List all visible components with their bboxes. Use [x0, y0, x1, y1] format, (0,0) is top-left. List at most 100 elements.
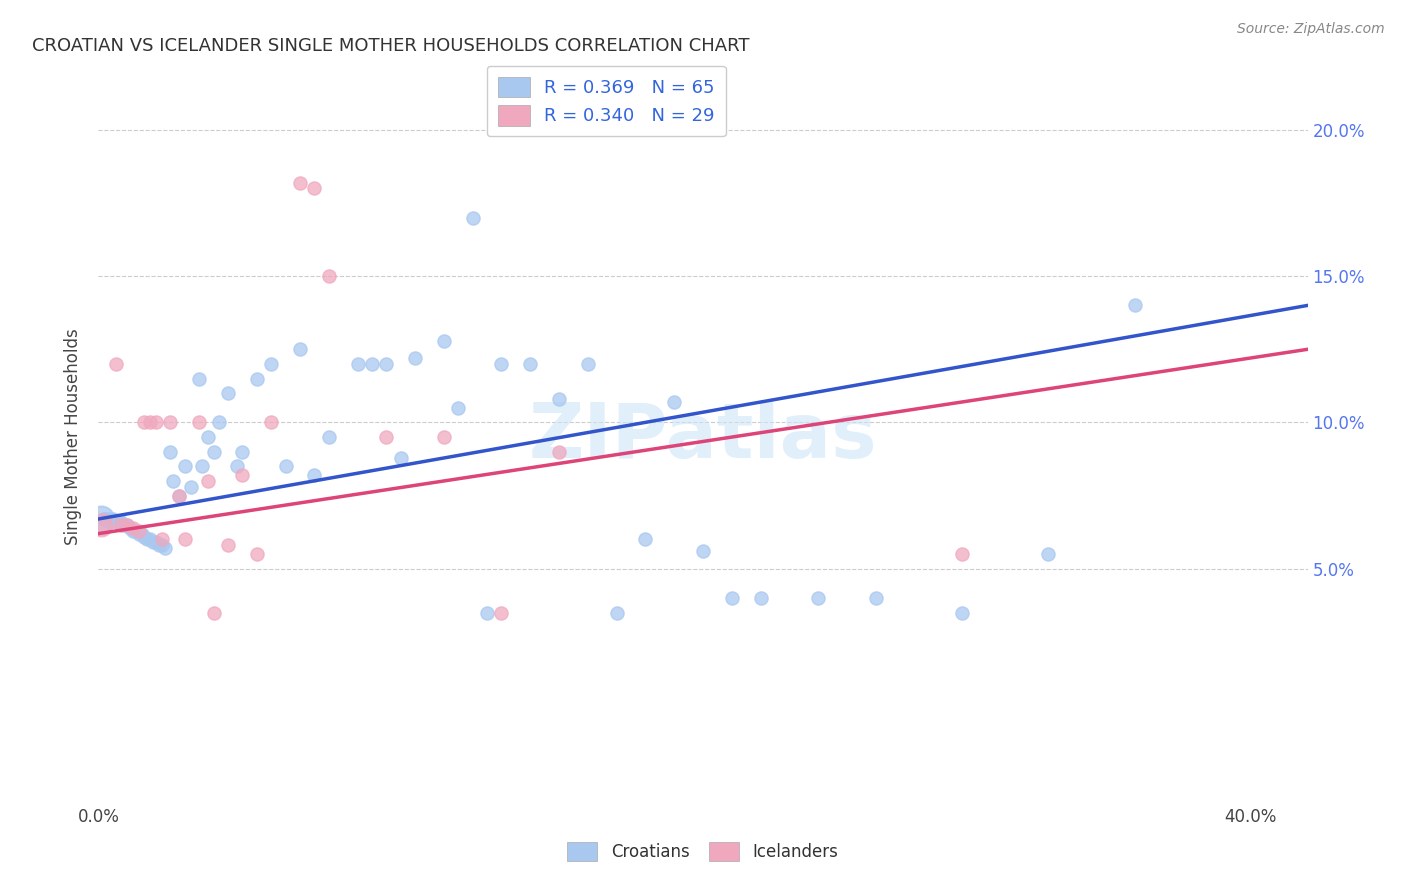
Point: [318, 269, 340, 284]
Point: [404, 351, 426, 365]
Point: [260, 416, 283, 430]
Point: [664, 395, 686, 409]
Point: [197, 474, 219, 488]
Point: [96, 512, 118, 526]
Point: [112, 517, 135, 532]
Point: [304, 468, 326, 483]
Point: [136, 533, 159, 547]
Point: [692, 544, 714, 558]
Point: [93, 512, 115, 526]
Point: [180, 480, 202, 494]
Point: [519, 357, 541, 371]
Point: [150, 533, 173, 547]
Point: [950, 606, 973, 620]
Point: [142, 535, 165, 549]
Point: [491, 606, 513, 620]
Point: [361, 357, 384, 371]
Point: [197, 430, 219, 444]
Point: [90, 517, 112, 532]
Point: [139, 533, 162, 547]
Point: [107, 515, 129, 529]
Point: [288, 176, 311, 190]
Point: [720, 591, 742, 605]
Point: [260, 357, 283, 371]
Point: [90, 512, 112, 526]
Point: [104, 515, 127, 529]
Point: [173, 459, 195, 474]
Point: [433, 430, 456, 444]
Point: [134, 530, 156, 544]
Point: [188, 416, 211, 430]
Point: [159, 444, 181, 458]
Point: [225, 459, 247, 474]
Point: [433, 334, 456, 348]
Point: [217, 538, 239, 552]
Point: [475, 606, 498, 620]
Point: [125, 524, 148, 538]
Point: [159, 416, 181, 430]
Point: [246, 547, 269, 561]
Point: [208, 416, 231, 430]
Point: [93, 512, 115, 526]
Point: [162, 474, 184, 488]
Point: [576, 357, 599, 371]
Point: [145, 535, 167, 549]
Point: [274, 459, 297, 474]
Point: [318, 430, 340, 444]
Point: [606, 606, 628, 620]
Point: [375, 357, 398, 371]
Point: [110, 517, 132, 532]
Point: [122, 524, 145, 538]
Point: [375, 430, 398, 444]
Point: [148, 538, 170, 552]
Point: [101, 512, 124, 526]
Point: [104, 357, 127, 371]
Point: [167, 489, 190, 503]
Point: [1123, 298, 1146, 312]
Point: [131, 526, 153, 541]
Legend: Croatians, Icelanders: Croatians, Icelanders: [561, 835, 845, 868]
Point: [346, 357, 368, 371]
Point: [491, 357, 513, 371]
Point: [807, 591, 830, 605]
Point: [173, 533, 195, 547]
Point: [231, 444, 253, 458]
Point: [634, 533, 657, 547]
Point: [115, 517, 138, 532]
Point: [202, 606, 225, 620]
Text: ZIPatlas: ZIPatlas: [529, 401, 877, 474]
Point: [122, 521, 145, 535]
Point: [167, 489, 190, 503]
Point: [548, 444, 571, 458]
Point: [98, 512, 121, 526]
Point: [950, 547, 973, 561]
Point: [134, 416, 156, 430]
Point: [217, 386, 239, 401]
Point: [145, 416, 167, 430]
Point: [150, 538, 173, 552]
Point: [110, 515, 132, 529]
Text: CROATIAN VS ICELANDER SINGLE MOTHER HOUSEHOLDS CORRELATION CHART: CROATIAN VS ICELANDER SINGLE MOTHER HOUS…: [32, 37, 749, 54]
Point: [128, 524, 150, 538]
Point: [288, 343, 311, 357]
Point: [749, 591, 772, 605]
Point: [139, 416, 162, 430]
Point: [548, 392, 571, 406]
Point: [1038, 547, 1060, 561]
Point: [304, 181, 326, 195]
Point: [389, 450, 412, 465]
Point: [115, 517, 138, 532]
Point: [246, 371, 269, 385]
Y-axis label: Single Mother Households: Single Mother Households: [65, 329, 83, 545]
Point: [153, 541, 176, 556]
Text: Source: ZipAtlas.com: Source: ZipAtlas.com: [1237, 22, 1385, 37]
Point: [461, 211, 484, 225]
Point: [128, 526, 150, 541]
Point: [865, 591, 887, 605]
Point: [202, 444, 225, 458]
Point: [231, 468, 253, 483]
Point: [191, 459, 214, 474]
Point: [188, 371, 211, 385]
Point: [447, 401, 470, 415]
Point: [98, 515, 121, 529]
